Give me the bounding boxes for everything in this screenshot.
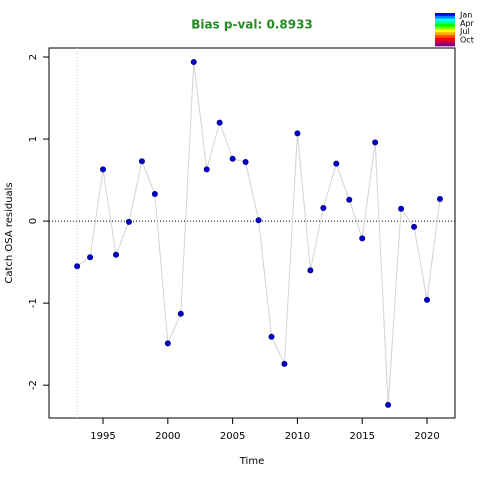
point [151,191,158,198]
y-tick-label: -1 [28,298,39,308]
legend-label: Jul [459,27,470,36]
legend-label: Jan [459,11,472,20]
x-tick-label: 2015 [349,431,374,442]
x-tick-label: 2020 [414,431,439,442]
point [216,119,223,126]
legend-swatch [435,24,455,28]
point [125,218,132,225]
y-tick-label: 0 [28,218,39,224]
point [333,160,340,167]
point [281,360,288,367]
legend-swatch [435,15,455,19]
chart-title: Bias p-val: 0.8933 [191,18,313,32]
point [411,223,418,230]
legend-swatch [435,21,455,25]
point [294,130,301,137]
x-axis-label: Time [239,456,264,467]
point [203,166,210,173]
point [164,340,171,347]
point [74,263,81,270]
legend-swatch [435,43,455,47]
legend-swatch [435,29,455,33]
point [242,159,249,166]
point [398,205,405,212]
x-tick-label: 2000 [155,431,180,442]
point [307,267,314,274]
point [346,196,353,203]
legend-swatch [435,32,455,36]
point [87,254,94,261]
x-tick-label: 2010 [285,431,310,442]
y-axis-label: Catch OSA residuals [4,182,15,283]
point [190,58,197,65]
point [424,296,431,303]
point [268,333,275,340]
point [138,158,145,165]
legend-label: Apr [460,19,475,28]
point [320,204,327,211]
legend-label: Oct [460,35,474,44]
x-tick-label: 2005 [220,431,245,442]
point [229,155,236,162]
point [359,235,366,242]
legend-swatch [435,40,455,44]
point [112,251,119,258]
legend-swatch [435,26,455,30]
point [436,195,443,202]
point [100,166,107,173]
point [372,139,379,146]
y-tick-label: 2 [28,54,39,60]
series-line [76,61,441,405]
point [177,310,184,317]
point [255,217,262,224]
legend-swatch [435,37,455,41]
y-tick-label: -2 [28,380,39,390]
legend-swatch [435,35,455,39]
x-tick-label: 1995 [90,431,115,442]
y-tick-label: 1 [28,136,39,142]
legend-swatch [435,13,455,17]
legend-swatch [435,18,455,22]
point [385,401,392,408]
plot-frame [48,47,456,419]
